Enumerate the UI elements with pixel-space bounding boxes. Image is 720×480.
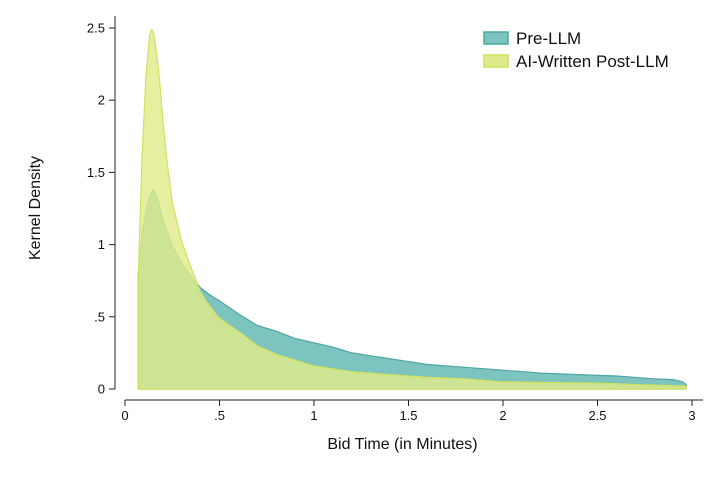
legend: Pre-LLM AI-Written Post-LLM (483, 29, 669, 71)
legend-swatch-2 (483, 54, 509, 68)
y-axis-title: Kernel Density (27, 156, 44, 260)
legend-label-1: Pre-LLM (516, 29, 581, 48)
axes-layer: 0 .5 1 1.5 2 2.5 0 .5 1 1.5 2 2.5 3 Bid Time (in Minu… (27, 16, 703, 453)
series-area-2 (137, 28, 687, 390)
series-layer (137, 28, 687, 390)
legend-label-2: AI-Written Post-LLM (516, 52, 669, 71)
y-tick-label: .5 (94, 309, 105, 324)
y-tick-label: 2 (98, 93, 105, 108)
x-tick-label: 2 (499, 408, 506, 423)
y-tick-label: 1.5 (87, 165, 105, 180)
y-tick-label: 0 (98, 382, 105, 397)
x-tick-label: 1 (310, 408, 317, 423)
y-tick-label: 2.5 (87, 21, 105, 36)
x-tick-label: 3 (688, 408, 695, 423)
x-tick-label: .5 (214, 408, 225, 423)
x-axis-title: Bid Time (in Minutes) (327, 436, 477, 453)
y-tick-label: 1 (98, 237, 105, 252)
x-tick-label: 1.5 (399, 408, 417, 423)
legend-swatch-1 (483, 31, 509, 45)
x-tick-label: 2.5 (588, 408, 606, 423)
x-tick-label: 0 (121, 408, 128, 423)
